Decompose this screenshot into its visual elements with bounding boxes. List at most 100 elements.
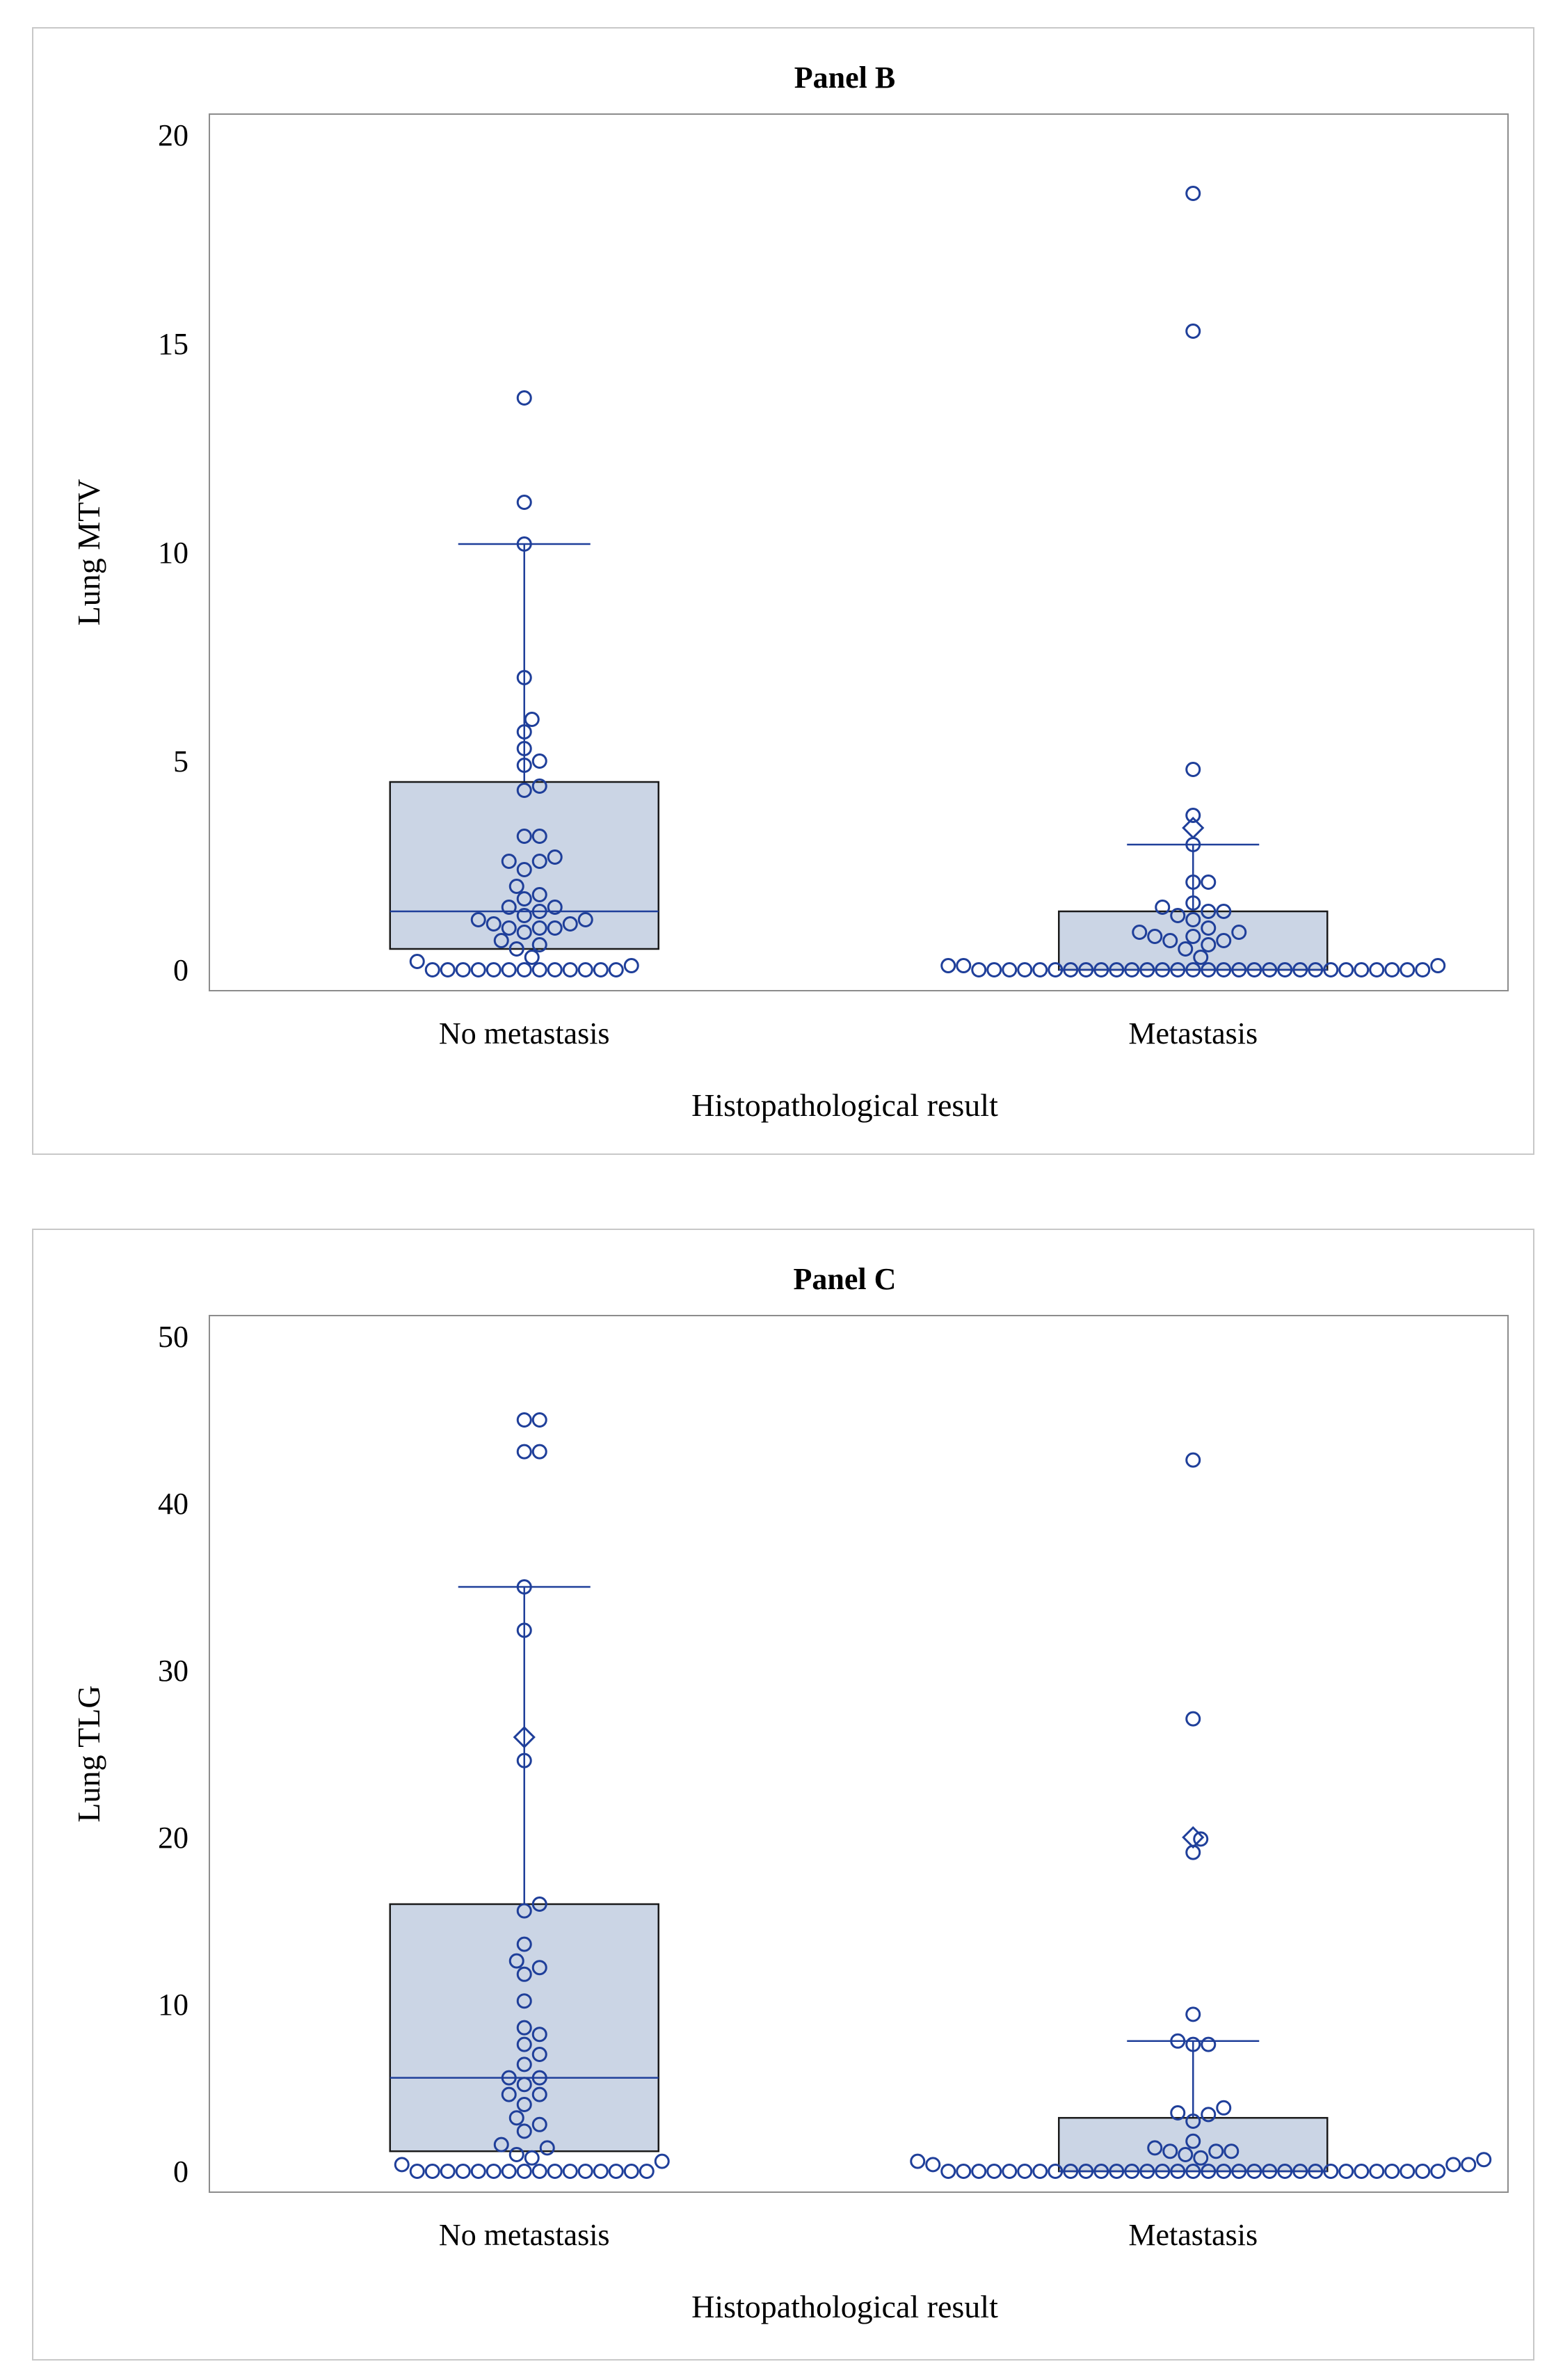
p1-data-point bbox=[956, 2164, 972, 2179]
p0-data-point bbox=[1170, 962, 1186, 977]
p0-data-point bbox=[1132, 925, 1148, 940]
p1-data-point bbox=[516, 1993, 532, 2009]
p1-data-point bbox=[1231, 2164, 1247, 2179]
p0-y-tick-label: 5 bbox=[173, 744, 189, 778]
p0-data-point bbox=[986, 962, 1002, 977]
p0-data-point bbox=[1185, 874, 1201, 890]
p1-data-point bbox=[1338, 2164, 1354, 2179]
p0-data-point bbox=[516, 829, 532, 844]
p0-data-point bbox=[547, 962, 563, 977]
p0-data-point bbox=[470, 912, 486, 927]
p1-data-point bbox=[516, 1444, 532, 1460]
p1-data-point bbox=[531, 2027, 547, 2043]
p1-data-point bbox=[1369, 2164, 1385, 2179]
p1-data-point bbox=[516, 1412, 532, 1428]
p0-data-point bbox=[501, 900, 517, 915]
p1-data-point bbox=[1185, 1711, 1201, 1727]
p1-y-tick-label: 10 bbox=[158, 1988, 189, 2022]
p0-data-point bbox=[1178, 941, 1194, 957]
p0-data-point bbox=[493, 933, 509, 948]
p1-data-point bbox=[577, 2164, 593, 2179]
p1-data-point bbox=[516, 1966, 532, 1982]
p0-data-point bbox=[531, 920, 547, 936]
p0-data-point bbox=[1262, 962, 1278, 977]
p1-data-point bbox=[531, 1444, 547, 1460]
p0-data-point bbox=[516, 536, 532, 552]
p1-data-point bbox=[516, 2123, 532, 2139]
p0-data-point bbox=[516, 758, 532, 773]
p0-data-point bbox=[593, 962, 609, 977]
p0-data-point bbox=[1185, 186, 1201, 201]
p1-x-axis-label: Histopathological result bbox=[691, 2289, 998, 2324]
p1-data-point bbox=[654, 2153, 670, 2169]
p1-x-category-label: Metastasis bbox=[1128, 2218, 1258, 2252]
p0-data-point bbox=[1384, 962, 1400, 977]
p0-data-point bbox=[1430, 958, 1446, 973]
p0-data-point bbox=[424, 962, 440, 977]
p0-data-point bbox=[1155, 900, 1171, 915]
p0-data-point bbox=[1201, 904, 1217, 919]
p0-data-point bbox=[1323, 962, 1339, 977]
p1-data-point bbox=[516, 2097, 532, 2112]
p0-data-point bbox=[971, 962, 987, 977]
p0-data-point bbox=[1185, 808, 1201, 823]
p0-data-point bbox=[516, 390, 532, 406]
p1-data-point bbox=[424, 2164, 440, 2179]
p1-data-point bbox=[516, 1579, 532, 1595]
p1-data-point bbox=[1185, 1452, 1201, 1468]
p0-data-point bbox=[1185, 912, 1201, 927]
p1-mean-marker bbox=[1182, 1826, 1205, 1849]
p1-data-point bbox=[1002, 2164, 1018, 2179]
p1-data-point bbox=[1170, 2033, 1186, 2049]
p0-data-point bbox=[1308, 962, 1324, 977]
p1-data-point bbox=[971, 2164, 987, 2179]
p1-data-point bbox=[531, 2086, 547, 2102]
p1-data-point bbox=[1292, 2164, 1308, 2179]
p0-data-point bbox=[1369, 962, 1385, 977]
p0-mean-marker bbox=[1182, 816, 1205, 840]
p1-data-point bbox=[1185, 2164, 1201, 2179]
p0-data-point bbox=[1155, 962, 1171, 977]
p1-data-point bbox=[1208, 2143, 1224, 2159]
panel-c-chart: Panel C 0 10 20 30 40 50 Lung TLG No metastasis M… bbox=[32, 1229, 1534, 2361]
p1-box bbox=[389, 1903, 659, 2153]
p1-data-point bbox=[1430, 2164, 1446, 2179]
p0-x-category-label: Metastasis bbox=[1128, 1016, 1258, 1051]
p0-data-point bbox=[516, 670, 532, 685]
p1-data-point bbox=[440, 2164, 456, 2179]
p1-data-point bbox=[1308, 2164, 1324, 2179]
p1-chart-title: Panel C bbox=[794, 1262, 897, 1296]
p0-data-point bbox=[508, 941, 524, 957]
p0-data-point bbox=[1185, 895, 1201, 911]
p0-data-point bbox=[940, 958, 956, 973]
p0-box bbox=[389, 781, 659, 950]
p0-data-point bbox=[1292, 962, 1308, 977]
p1-data-point bbox=[639, 2164, 655, 2179]
p0-data-point bbox=[1063, 962, 1079, 977]
p1-y-tick-label: 20 bbox=[158, 1821, 189, 1855]
p1-data-point bbox=[531, 1412, 547, 1428]
p0-data-point bbox=[501, 962, 517, 977]
p1-data-point bbox=[940, 2164, 956, 2179]
panel-c-plot: Panel C 0 10 20 30 40 50 Lung TLG No metastasis M… bbox=[71, 1262, 1509, 2324]
p1-data-point bbox=[1445, 2157, 1461, 2173]
p1-data-point bbox=[910, 2153, 926, 2169]
p1-data-point bbox=[562, 2164, 578, 2179]
p1-data-point bbox=[593, 2164, 609, 2179]
p0-data-point bbox=[547, 849, 563, 865]
p0-data-point bbox=[501, 854, 517, 869]
p0-data-point bbox=[1017, 962, 1033, 977]
p1-data-point bbox=[1201, 2036, 1217, 2052]
p1-data-point bbox=[1201, 2164, 1217, 2179]
p1-data-point bbox=[1216, 2164, 1232, 2179]
p1-data-point bbox=[1032, 2164, 1048, 2179]
p1-data-point bbox=[547, 2164, 563, 2179]
p0-y-tick-label: 10 bbox=[158, 536, 189, 570]
p1-box bbox=[1058, 2116, 1329, 2173]
p0-data-point bbox=[1277, 962, 1293, 977]
p1-data-point bbox=[501, 2164, 517, 2179]
p0-data-point bbox=[516, 724, 532, 740]
p1-data-point bbox=[531, 2164, 547, 2179]
p1-data-point bbox=[1415, 2164, 1431, 2179]
p0-data-point bbox=[516, 495, 532, 510]
